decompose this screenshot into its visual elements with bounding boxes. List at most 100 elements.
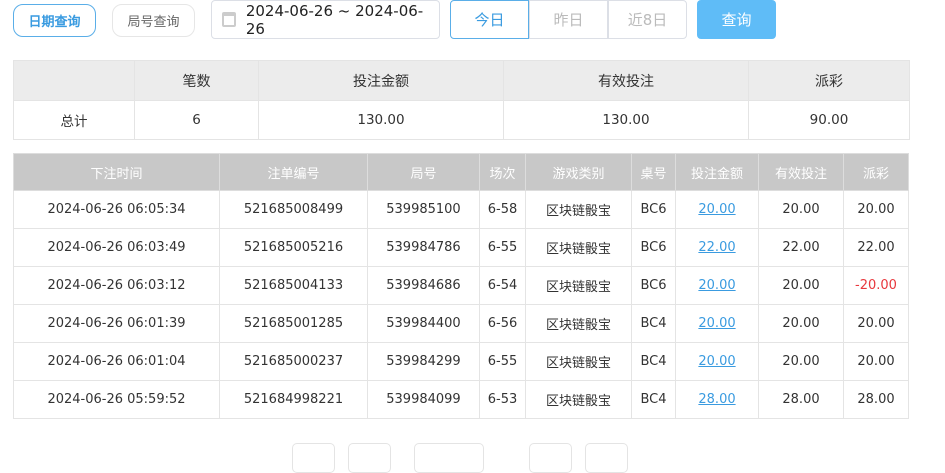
details-header-cell: 桌号: [631, 153, 676, 191]
table-cell: 2024-06-26 05:59:52: [13, 380, 220, 419]
cell-text: BC4: [640, 316, 667, 331]
last-page-button[interactable]: [585, 443, 628, 473]
tab-round-query[interactable]: 局号查询: [112, 4, 195, 37]
details-header-cell: 场次: [479, 153, 526, 191]
table-cell: 2024-06-26 06:01:04: [13, 342, 220, 381]
table-row: 2024-06-26 06:01:39 521685001285 539984400…: [13, 304, 909, 343]
table-cell: 539984099: [367, 380, 480, 419]
prev-page-button[interactable]: [348, 443, 391, 473]
cell-text: 22.00: [857, 240, 895, 255]
bet-amount-link[interactable]: 20.00: [698, 278, 736, 293]
cell-text: 28.00: [782, 392, 820, 407]
cell-text: 539984099: [386, 392, 461, 407]
cell-text: 20.00: [782, 354, 820, 369]
today-button[interactable]: 今日: [450, 0, 529, 39]
cell-text: 20.00: [857, 316, 895, 331]
cell-text: 2024-06-26 06:05:34: [47, 202, 186, 217]
table-cell: 521684998221: [219, 380, 368, 419]
table-cell: 20.00: [843, 342, 909, 381]
table-cell: 539985100: [367, 190, 480, 229]
table-cell: BC4: [631, 304, 676, 343]
cell-text: BC6: [640, 278, 667, 293]
summary-header-cell: 投注金额: [258, 60, 504, 101]
cell-text: 539984686: [386, 278, 461, 293]
cell-text: 521685004133: [243, 278, 344, 293]
table-cell: 539984786: [367, 228, 480, 267]
table-cell: 2024-06-26 06:05:34: [13, 190, 220, 229]
details-header-cell: 派彩: [843, 153, 909, 191]
summary-cell: 总计: [13, 100, 135, 140]
table-cell: 区块链骰宝: [525, 380, 632, 419]
table-cell: BC6: [631, 228, 676, 267]
cell-text: 6-58: [487, 202, 518, 217]
details-header: 下注时间 注单编号 局号 场次 游戏类别 桌号 投注金额 有效投注 派彩: [13, 153, 909, 191]
bet-amount-link[interactable]: 20.00: [698, 202, 736, 217]
bet-amount-link[interactable]: 20.00: [698, 354, 736, 369]
table-cell: BC6: [631, 266, 676, 305]
table-cell: 521685000237: [219, 342, 368, 381]
table-cell: 20.00: [675, 304, 759, 343]
cell-text: BC4: [640, 354, 667, 369]
cell-text: 6-55: [487, 354, 518, 369]
bet-amount-link[interactable]: 28.00: [698, 392, 736, 407]
tab-date-query[interactable]: 日期查询: [13, 4, 96, 37]
cell-text: -20.00: [855, 278, 897, 293]
cell-text: 20.00: [857, 202, 895, 217]
table-cell: 521685005216: [219, 228, 368, 267]
first-page-button[interactable]: [292, 443, 335, 473]
last-8-days-button[interactable]: 近8日: [608, 0, 687, 39]
table-row: 2024-06-26 06:03:49 521685005216 539984786…: [13, 228, 909, 267]
summary-header-cell: 有效投注: [503, 60, 749, 101]
table-cell: BC4: [631, 342, 676, 381]
yesterday-button[interactable]: 昨日: [529, 0, 608, 39]
query-button[interactable]: 查询: [697, 0, 776, 39]
cell-text: 2024-06-26 06:01:04: [47, 354, 186, 369]
details-header-cell: 投注金额: [675, 153, 759, 191]
cell-text: BC6: [640, 202, 667, 217]
summary-cell: 130.00: [258, 100, 504, 140]
date-range-value: 2024-06-26 ~ 2024-06-26: [245, 1, 424, 38]
table-cell: 区块链骰宝: [525, 342, 632, 381]
table-row: 2024-06-26 06:01:04 521685000237 539984299…: [13, 342, 909, 381]
bet-amount-link[interactable]: 22.00: [698, 240, 736, 255]
table-cell: 区块链骰宝: [525, 190, 632, 229]
cell-text: BC4: [640, 392, 667, 407]
cell-text: 6-56: [487, 316, 518, 331]
table-cell: 521685008499: [219, 190, 368, 229]
table-cell: 区块链骰宝: [525, 228, 632, 267]
cell-text: 521685000237: [243, 354, 344, 369]
cell-text: 2024-06-26 06:01:39: [47, 316, 186, 331]
summary-cell: 6: [134, 100, 259, 140]
summary-header-cell: 笔数: [134, 60, 259, 101]
calendar-icon: [222, 12, 236, 27]
page-input[interactable]: [414, 443, 484, 473]
table-cell: -20.00: [843, 266, 909, 305]
table-cell: 20.00: [758, 342, 844, 381]
next-page-button[interactable]: [529, 443, 572, 473]
cell-text: 521684998221: [243, 392, 344, 407]
table-cell: 20.00: [843, 304, 909, 343]
summary-header-cell: [13, 60, 135, 101]
table-cell: 521685001285: [219, 304, 368, 343]
cell-text: 539984400: [386, 316, 461, 331]
cell-text: 区块链骰宝: [545, 394, 611, 409]
table-cell: 20.00: [758, 190, 844, 229]
table-cell: 20.00: [758, 304, 844, 343]
table-cell: 20.00: [758, 266, 844, 305]
cell-text: 20.00: [857, 354, 895, 369]
cell-text: 区块链骰宝: [545, 242, 611, 257]
table-cell: 539984686: [367, 266, 480, 305]
cell-text: 6-54: [487, 278, 518, 293]
table-cell: 20.00: [675, 190, 759, 229]
cell-text: 521685008499: [243, 202, 344, 217]
table-row: 2024-06-26 05:59:52 521684998221 539984099…: [13, 380, 909, 419]
bet-amount-link[interactable]: 20.00: [698, 316, 736, 331]
date-range-input[interactable]: 2024-06-26 ~ 2024-06-26: [211, 0, 440, 39]
cell-text: 539984786: [386, 240, 461, 255]
table-cell: 28.00: [843, 380, 909, 419]
table-cell: 区块链骰宝: [525, 304, 632, 343]
table-cell: 22.00: [758, 228, 844, 267]
cell-text: 28.00: [857, 392, 895, 407]
cell-text: 2024-06-26 06:03:12: [47, 278, 186, 293]
table-cell: BC4: [631, 380, 676, 419]
